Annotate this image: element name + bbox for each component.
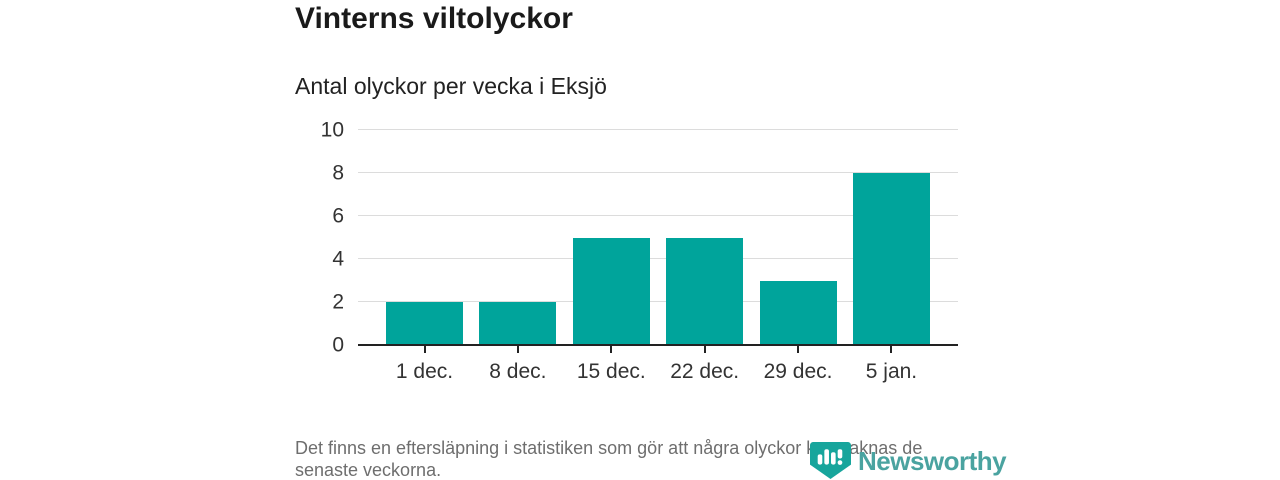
gridline	[358, 172, 958, 173]
bar	[386, 302, 463, 345]
y-tick-label: 0	[332, 333, 344, 357]
x-tick-mark	[703, 346, 706, 353]
bar-column: 8 dec.	[479, 130, 557, 383]
newsworthy-logo: Newsworthy	[810, 442, 1007, 479]
x-tick-mark	[516, 346, 519, 353]
bar	[852, 173, 930, 345]
x-tick-mark	[423, 346, 426, 353]
newsworthy-logo-icon	[810, 442, 851, 479]
x-tick-label: 8 dec.	[489, 360, 547, 383]
x-tick-label: 1 dec.	[395, 360, 454, 383]
bar-column: 15 dec.	[572, 130, 650, 383]
chart-subtitle: Antal olyckor per vecka i Eksjö	[295, 73, 607, 99]
chart-title: Vinterns viltolyckor	[295, 2, 573, 35]
bars: 1 dec. 8 dec. 15 dec. 22 dec. 29 dec. 5 jan.	[358, 130, 958, 383]
bar	[572, 237, 650, 345]
y-tick-label: 4	[332, 247, 344, 271]
x-tick-mark	[797, 346, 800, 353]
bar-column: 29 dec.	[759, 130, 837, 383]
x-tick-mark	[610, 346, 613, 353]
x-tick-label: 5 jan.	[865, 360, 918, 383]
bar-column: 1 dec.	[386, 130, 463, 383]
x-axis-line	[358, 344, 958, 346]
y-tick-label: 8	[332, 161, 344, 185]
x-tick-label: 22 dec.	[670, 360, 740, 383]
y-tick-label: 2	[332, 290, 344, 314]
y-tick-label: 6	[332, 204, 344, 228]
x-tick-label: 29 dec.	[763, 360, 833, 383]
bar	[759, 280, 837, 345]
x-tick-mark	[890, 346, 893, 353]
gridline	[358, 215, 958, 216]
bar-column: 22 dec.	[666, 130, 744, 383]
gridline	[358, 258, 958, 259]
x-tick-label: 15 dec.	[576, 360, 646, 383]
gridline	[358, 129, 958, 130]
bar	[479, 302, 557, 345]
gridline	[358, 301, 958, 302]
bar	[666, 237, 744, 345]
newsworthy-logo-text: Newsworthy	[858, 445, 1007, 476]
plot-area: 1 dec. 8 dec. 15 dec. 22 dec. 29 dec. 5 jan.	[358, 129, 958, 383]
footer-note: Det finns en eftersläpning i statistiken…	[295, 438, 923, 480]
y-tick-label: 10	[320, 118, 344, 142]
y-axis-labels: 0 2 4 6 8 10	[270, 120, 344, 356]
bar-column: 5 jan.	[852, 130, 930, 383]
